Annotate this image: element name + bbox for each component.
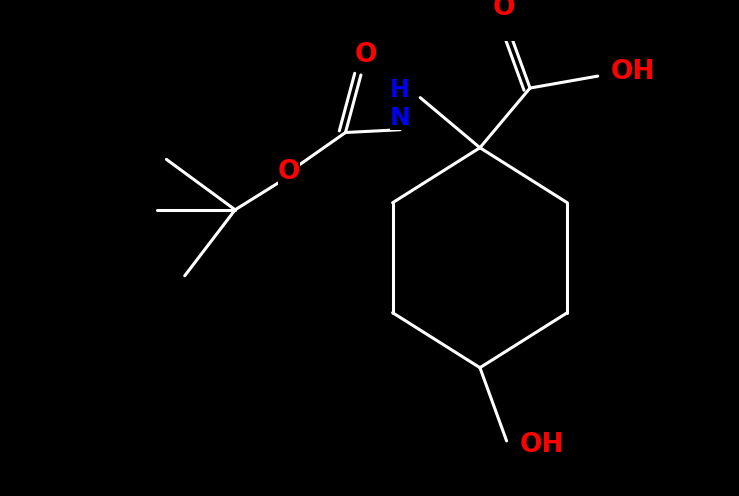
- Text: OH: OH: [610, 59, 655, 84]
- Text: N: N: [389, 106, 411, 130]
- Text: O: O: [354, 42, 377, 68]
- Text: O: O: [278, 159, 301, 185]
- Text: H: H: [390, 78, 410, 102]
- Text: O: O: [492, 0, 515, 21]
- Text: OH: OH: [520, 433, 564, 458]
